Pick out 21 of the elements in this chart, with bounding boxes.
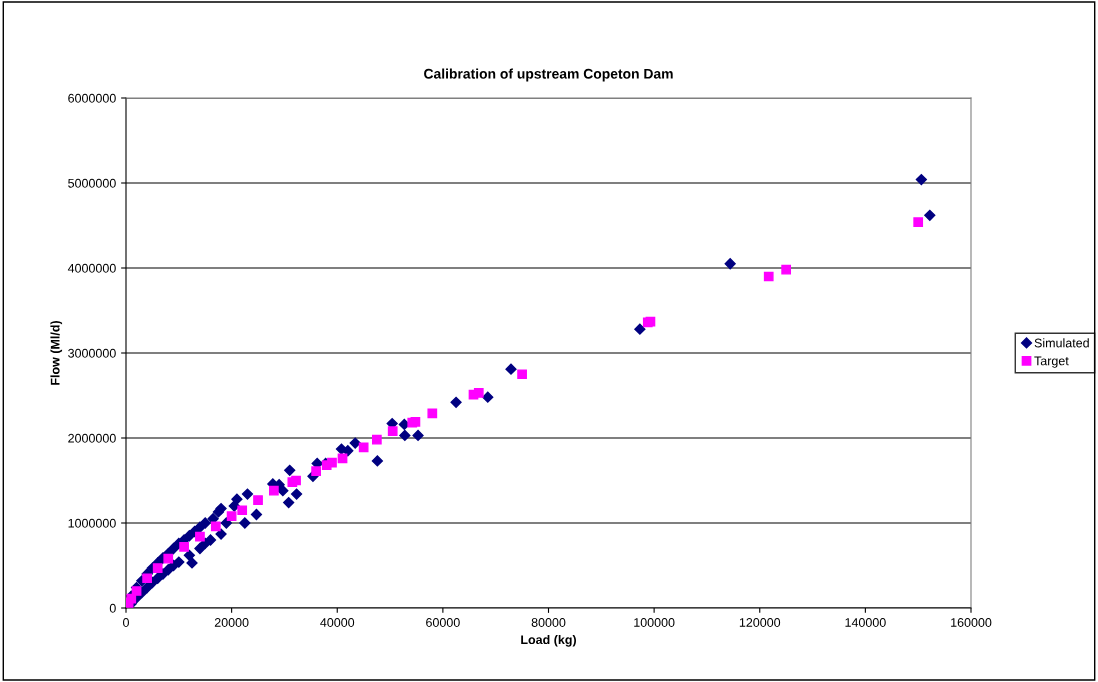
- x-tick-label: 20000: [214, 618, 249, 627]
- x-tick-label: 120000: [739, 618, 781, 627]
- y-axis-title: Flow (Ml/d): [50, 320, 63, 385]
- y-tick-label: 3000000: [68, 348, 116, 358]
- y-tick-label: 0: [109, 603, 116, 613]
- x-tick-label: 160000: [951, 618, 992, 627]
- x-tick-label: 60000: [426, 618, 460, 627]
- x-tick-label: 40000: [320, 618, 355, 627]
- y-tick-label: 6000000: [68, 93, 116, 103]
- chart-title: Calibration of upstream Copeton Dam: [424, 68, 673, 82]
- y-tick-label: 2000000: [68, 433, 116, 443]
- y-tick-label: 5000000: [68, 178, 116, 188]
- x-tick-label: 0: [123, 618, 129, 627]
- legend-label: Target: [1034, 356, 1069, 368]
- x-axis-title: Load (kg): [521, 634, 576, 647]
- y-tick-label: 4000000: [67, 263, 116, 273]
- x-tick-label: 140000: [845, 618, 886, 627]
- x-tick-label: 100000: [634, 618, 675, 627]
- y-tick-label: 1000000: [68, 518, 116, 528]
- legend-label: Simulated: [1034, 338, 1089, 348]
- x-tick-label: 80000: [531, 618, 566, 627]
